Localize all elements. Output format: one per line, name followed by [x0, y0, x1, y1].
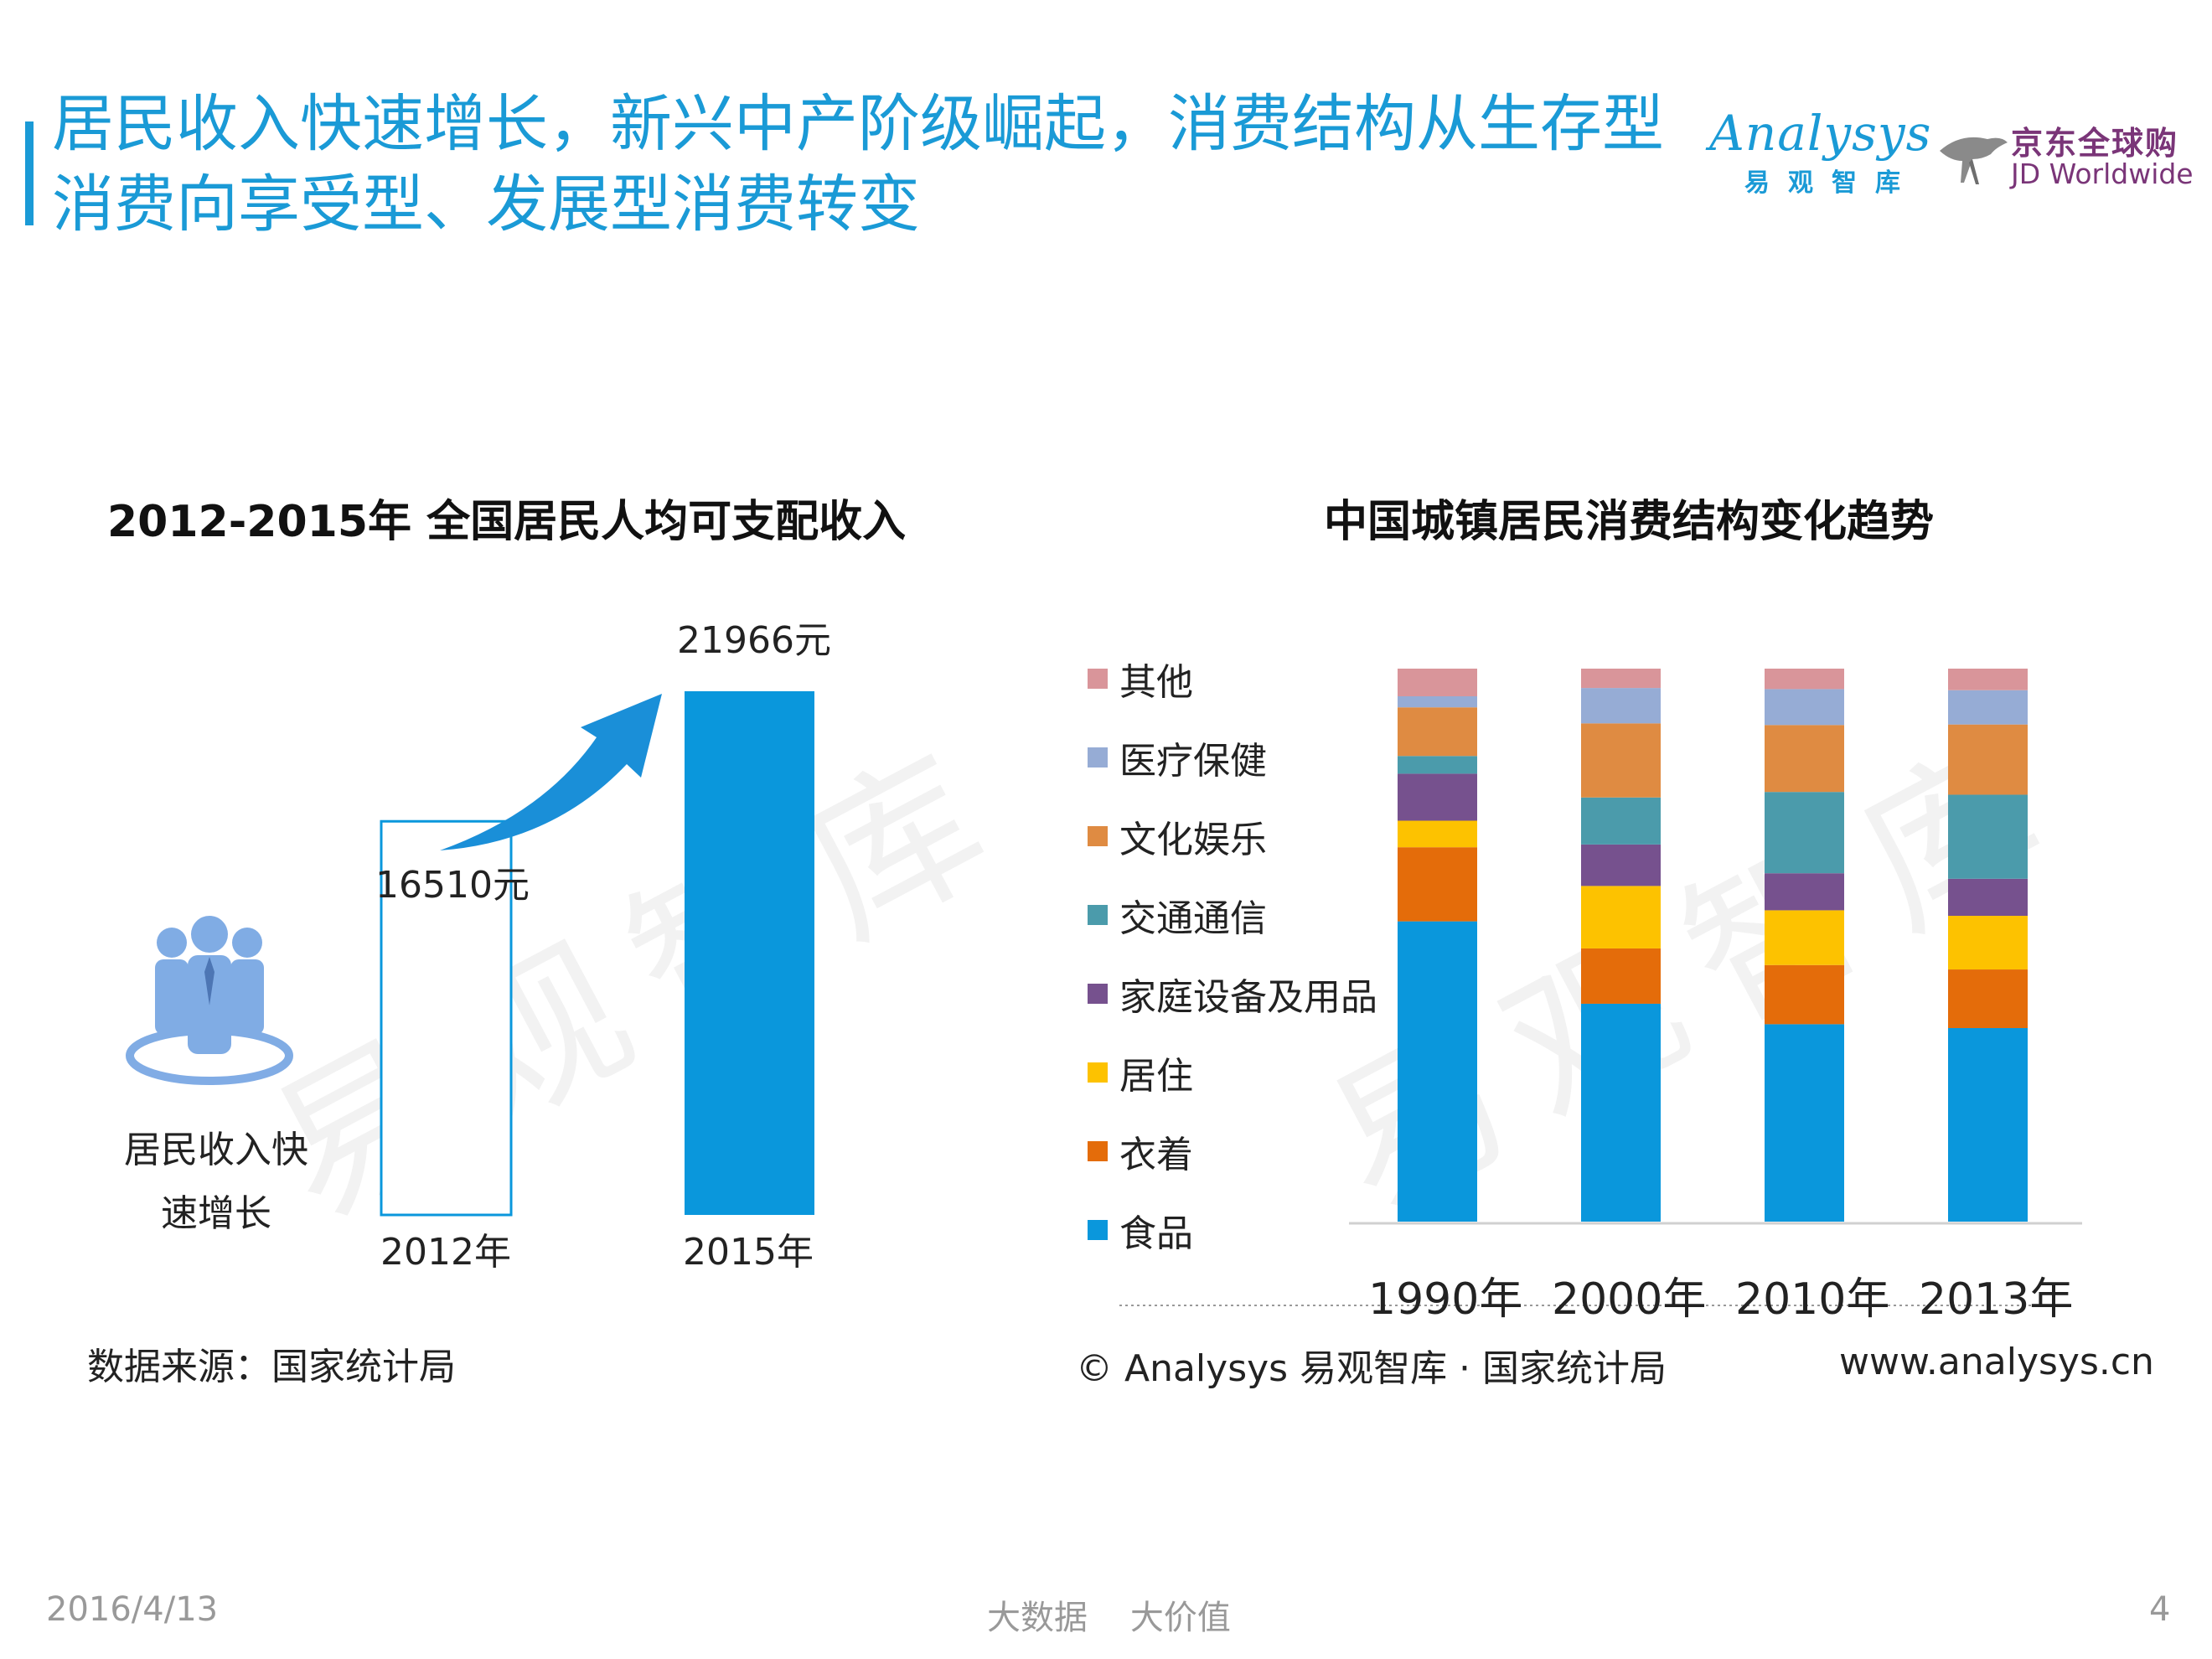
x-tick-2010: 2010年	[1735, 1274, 1890, 1325]
x-tick-2000: 2000年	[1552, 1274, 1707, 1325]
stack-segment-2000-医疗保健	[1581, 688, 1661, 724]
jd-logo-en: JD Worldwide	[2011, 158, 2194, 190]
stack-segment-1990-食品	[1398, 921, 1477, 1222]
legend-swatch	[1088, 826, 1108, 846]
legend-swatch	[1088, 1062, 1108, 1083]
stack-segment-2013-文化娱乐	[1948, 724, 2028, 795]
legend-item: 其他	[1088, 658, 1193, 704]
analysys-logo-text: Analysys	[1709, 105, 1932, 162]
consumption-chart-title: 中国城镇居民消费结构变化趋势	[1324, 497, 1935, 547]
stack-segment-2000-其他	[1581, 669, 1661, 689]
x-tick-2013: 2013年	[1919, 1274, 2074, 1325]
stack-segment-2000-居住	[1581, 886, 1661, 948]
legend-item: 食品	[1088, 1209, 1193, 1255]
legend-swatch	[1088, 1220, 1108, 1240]
legend-label: 文化娱乐	[1119, 819, 1267, 861]
legend-label: 食品	[1119, 1212, 1193, 1255]
stack-segment-2000-交通通信	[1581, 797, 1661, 845]
stack-segment-2010-食品	[1765, 1024, 1844, 1222]
stack-segment-1990-家庭设备及用品	[1398, 773, 1477, 821]
stack-segment-2010-医疗保健	[1765, 689, 1844, 726]
legend-label: 居住	[1119, 1055, 1193, 1098]
tick-label-2015: 2015年	[683, 1231, 814, 1274]
stack-segment-2010-交通通信	[1765, 792, 1844, 874]
legend-item: 居住	[1088, 1052, 1193, 1098]
income-bar-2012	[380, 819, 513, 1217]
legend-label: 家庭设备及用品	[1119, 976, 1377, 1019]
analysys-logo: Analysys 易观智库	[1709, 105, 1932, 205]
legend-label: 医疗保健	[1119, 740, 1267, 783]
footer-slogan: 大数据 大价值	[987, 1599, 1231, 1637]
legend-item: 文化娱乐	[1088, 815, 1267, 861]
income-growth-annotation: 居民收入快速增长	[124, 1129, 308, 1235]
title-accent-bar	[25, 121, 34, 225]
stack-segment-1990-文化娱乐	[1398, 707, 1477, 757]
source-right: © Analysys 易观智库 · 国家统计局	[1076, 1347, 1667, 1390]
stack-segment-2013-衣着	[1948, 969, 2028, 1028]
page-title: 居民收入快速增长，新兴中产阶级崛起，消费结构从生存型消费向享受型、发展型消费转变	[52, 88, 1664, 240]
stack-segment-2000-文化娱乐	[1581, 723, 1661, 798]
legend-swatch	[1088, 747, 1108, 767]
stack-segment-2010-其他	[1765, 669, 1844, 690]
legend-item: 衣着	[1088, 1130, 1193, 1176]
footer-page-number: 4	[2149, 1590, 2171, 1629]
tick-label-2012: 2012年	[380, 1231, 511, 1274]
income-bar-2015	[685, 691, 814, 1215]
legend-swatch	[1088, 905, 1108, 925]
analysys-logo-cn: 易观智库	[1744, 168, 1919, 198]
stack-segment-1990-其他	[1398, 669, 1477, 696]
stack-segment-1990-交通通信	[1398, 756, 1477, 774]
growth-arrow-icon	[440, 694, 662, 850]
stack-segment-2013-居住	[1948, 916, 2028, 970]
jd-logo-cn: 京东全球购	[2011, 125, 2179, 162]
stack-segment-2000-家庭设备及用品	[1581, 844, 1661, 886]
source-left: 数据来源：国家统计局	[87, 1346, 456, 1388]
stack-segment-2000-衣着	[1581, 948, 1661, 1004]
bar-label-2012: 16510元	[375, 864, 530, 907]
stack-segment-2000-食品	[1581, 1003, 1661, 1222]
jd-dog-icon	[1940, 137, 2008, 184]
legend-label: 交通通信	[1119, 897, 1267, 940]
legend-label: 其他	[1119, 661, 1193, 704]
stack-segment-2013-医疗保健	[1948, 690, 2028, 725]
stack-segment-2010-居住	[1765, 910, 1844, 965]
stack-segment-2013-家庭设备及用品	[1948, 878, 2028, 917]
stack-segment-1990-居住	[1398, 820, 1477, 848]
stack-segment-1990-医疗保健	[1398, 696, 1477, 708]
x-tick-1990: 1990年	[1368, 1274, 1523, 1325]
stack-segment-2013-其他	[1948, 669, 2028, 690]
bar-label-2015: 21966元	[677, 619, 831, 662]
legend-item: 医疗保健	[1088, 736, 1267, 783]
legend-item: 家庭设备及用品	[1088, 973, 1377, 1019]
stack-segment-2010-衣着	[1765, 964, 1844, 1025]
legend-swatch	[1088, 669, 1108, 689]
website-link[interactable]: www.analysys.cn	[1839, 1341, 2154, 1383]
stack-segment-2010-文化娱乐	[1765, 725, 1844, 793]
legend-swatch	[1088, 984, 1108, 1004]
legend-item: 交通通信	[1088, 894, 1267, 940]
stack-segment-2013-交通通信	[1948, 794, 2028, 879]
stack-segment-1990-衣着	[1398, 847, 1477, 922]
income-chart-title: 2012-2015年 全国居民人均可支配收入	[107, 497, 907, 547]
stack-segment-2013-食品	[1948, 1028, 2028, 1222]
stack-segment-2010-家庭设备及用品	[1765, 873, 1844, 911]
legend-label: 衣着	[1119, 1134, 1193, 1176]
footer-date: 2016/4/13	[46, 1590, 219, 1629]
legend-swatch	[1088, 1141, 1108, 1161]
jd-worldwide-logo: 京东全球购 JD Worldwide	[1936, 117, 2204, 201]
people-icon	[126, 916, 293, 1085]
